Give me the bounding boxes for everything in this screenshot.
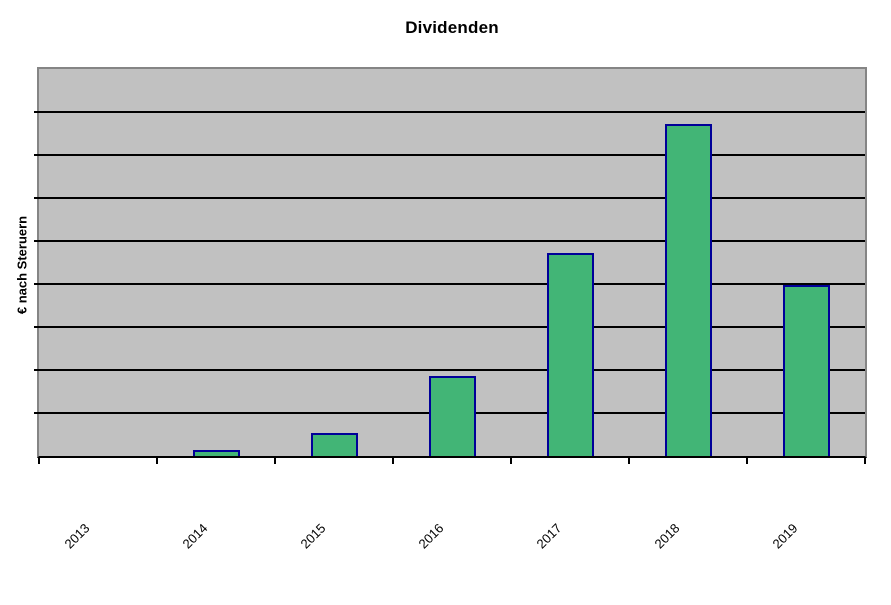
y-axis-tick — [34, 240, 39, 242]
x-tick-label-2018: 2018 — [651, 520, 683, 552]
y-axis-tick — [34, 283, 39, 285]
x-tick-label-2017: 2017 — [533, 520, 565, 552]
y-axis-tick — [34, 412, 39, 414]
x-axis-tick — [746, 458, 748, 464]
gridline — [39, 240, 865, 242]
y-axis-title: € nach Steruern — [14, 215, 30, 315]
gridline — [39, 154, 865, 156]
x-axis-tick — [628, 458, 630, 464]
bar-2015 — [311, 433, 358, 456]
y-axis-tick — [34, 369, 39, 371]
gridline — [39, 283, 865, 285]
x-axis-tick — [510, 458, 512, 464]
gridline — [39, 369, 865, 371]
x-tick-label-2015: 2015 — [297, 520, 329, 552]
x-tick-label-2016: 2016 — [415, 520, 447, 552]
y-axis-tick — [34, 326, 39, 328]
gridline — [39, 326, 865, 328]
x-axis-tick — [38, 458, 40, 464]
y-axis-tick — [34, 111, 39, 113]
x-tick-label-2013: 2013 — [61, 520, 93, 552]
x-axis-tick — [156, 458, 158, 464]
x-axis-tick — [864, 458, 866, 464]
plot-area — [34, 67, 867, 464]
x-tick-label-2019: 2019 — [769, 520, 801, 552]
y-axis-tick — [34, 197, 39, 199]
chart-title: Dividenden — [405, 18, 499, 37]
x-axis-tick — [392, 458, 394, 464]
y-axis-tick — [34, 154, 39, 156]
bar-2014 — [193, 450, 240, 456]
bar-2016 — [429, 376, 476, 456]
gridline — [39, 111, 865, 113]
bar-2017 — [547, 253, 594, 456]
bar-2018 — [665, 124, 712, 456]
bar-2019 — [783, 285, 830, 456]
gridline — [39, 197, 865, 199]
x-axis-tick — [274, 458, 276, 464]
x-tick-label-2014: 2014 — [179, 520, 211, 552]
